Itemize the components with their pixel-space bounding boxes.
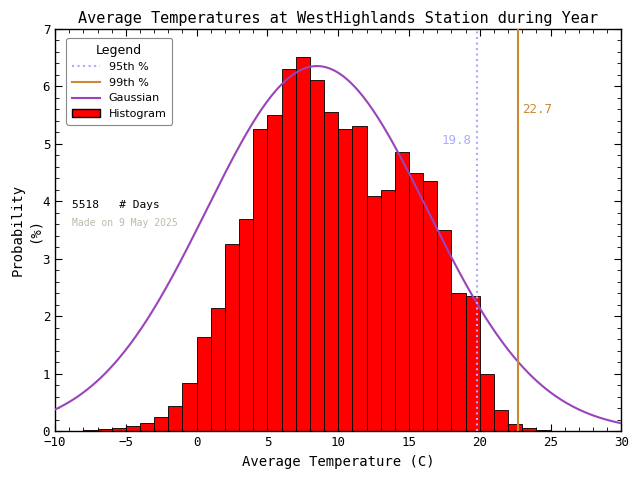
Bar [536,431,550,432]
Bar [97,429,112,432]
Bar [126,426,140,432]
Bar [211,308,225,432]
Bar [367,195,381,432]
Bar [268,115,282,432]
Bar [409,172,423,432]
Bar [253,130,268,432]
Bar [564,431,579,432]
Bar [112,428,126,432]
Bar [508,424,522,432]
Bar [494,409,508,432]
Bar [310,81,324,432]
Bar [296,58,310,432]
Bar [550,431,564,432]
Title: Average Temperatures at WestHighlands Station during Year: Average Temperatures at WestHighlands St… [78,11,598,26]
Bar [282,69,296,432]
Bar [140,423,154,432]
Bar [182,383,196,432]
Bar [451,293,466,432]
Bar [480,374,494,432]
Text: 19.8: 19.8 [442,134,472,147]
Bar [522,428,536,432]
Bar [437,230,451,432]
Bar [381,190,395,432]
Bar [466,296,480,432]
Bar [353,127,367,432]
Y-axis label: Probability
(%): Probability (%) [11,184,42,276]
Bar [324,112,338,432]
Bar [395,152,409,432]
Bar [338,130,353,432]
Text: 5518   # Days: 5518 # Days [72,200,160,210]
Text: Made on 9 May 2025: Made on 9 May 2025 [72,218,178,228]
Bar [423,181,437,432]
Bar [225,244,239,432]
Bar [168,406,182,432]
X-axis label: Average Temperature (C): Average Temperature (C) [242,455,435,469]
Bar [196,336,211,432]
Text: 22.7: 22.7 [522,103,552,116]
Legend: 95th %, 99th %, Gaussian, Histogram: 95th %, 99th %, Gaussian, Histogram [67,38,172,125]
Bar [154,417,168,432]
Bar [83,431,97,432]
Bar [239,218,253,432]
